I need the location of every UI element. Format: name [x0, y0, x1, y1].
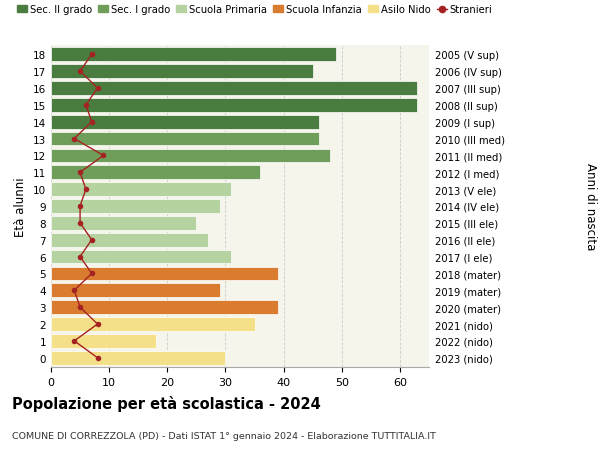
Bar — [51, 334, 155, 348]
Bar — [51, 82, 418, 95]
Bar — [51, 99, 418, 112]
Bar — [51, 301, 278, 314]
Text: Popolazione per età scolastica - 2024: Popolazione per età scolastica - 2024 — [12, 395, 321, 411]
Text: Anni di nascita: Anni di nascita — [584, 163, 597, 250]
Bar — [51, 284, 220, 297]
Y-axis label: Età alunni: Età alunni — [14, 177, 28, 236]
Text: COMUNE DI CORREZZOLA (PD) - Dati ISTAT 1° gennaio 2024 - Elaborazione TUTTITALIA: COMUNE DI CORREZZOLA (PD) - Dati ISTAT 1… — [12, 431, 436, 441]
Bar — [51, 183, 231, 196]
Bar — [51, 116, 319, 129]
Bar — [51, 48, 336, 62]
Bar — [51, 217, 196, 230]
Bar — [51, 65, 313, 79]
Bar — [51, 233, 208, 247]
Bar — [51, 318, 254, 331]
Bar — [51, 200, 220, 213]
Bar — [51, 351, 226, 365]
Legend: Sec. II grado, Sec. I grado, Scuola Primaria, Scuola Infanzia, Asilo Nido, Stran: Sec. II grado, Sec. I grado, Scuola Prim… — [17, 5, 493, 15]
Bar — [51, 132, 319, 146]
Bar — [51, 267, 278, 281]
Bar — [51, 149, 330, 163]
Bar — [51, 166, 260, 180]
Bar — [51, 250, 231, 264]
